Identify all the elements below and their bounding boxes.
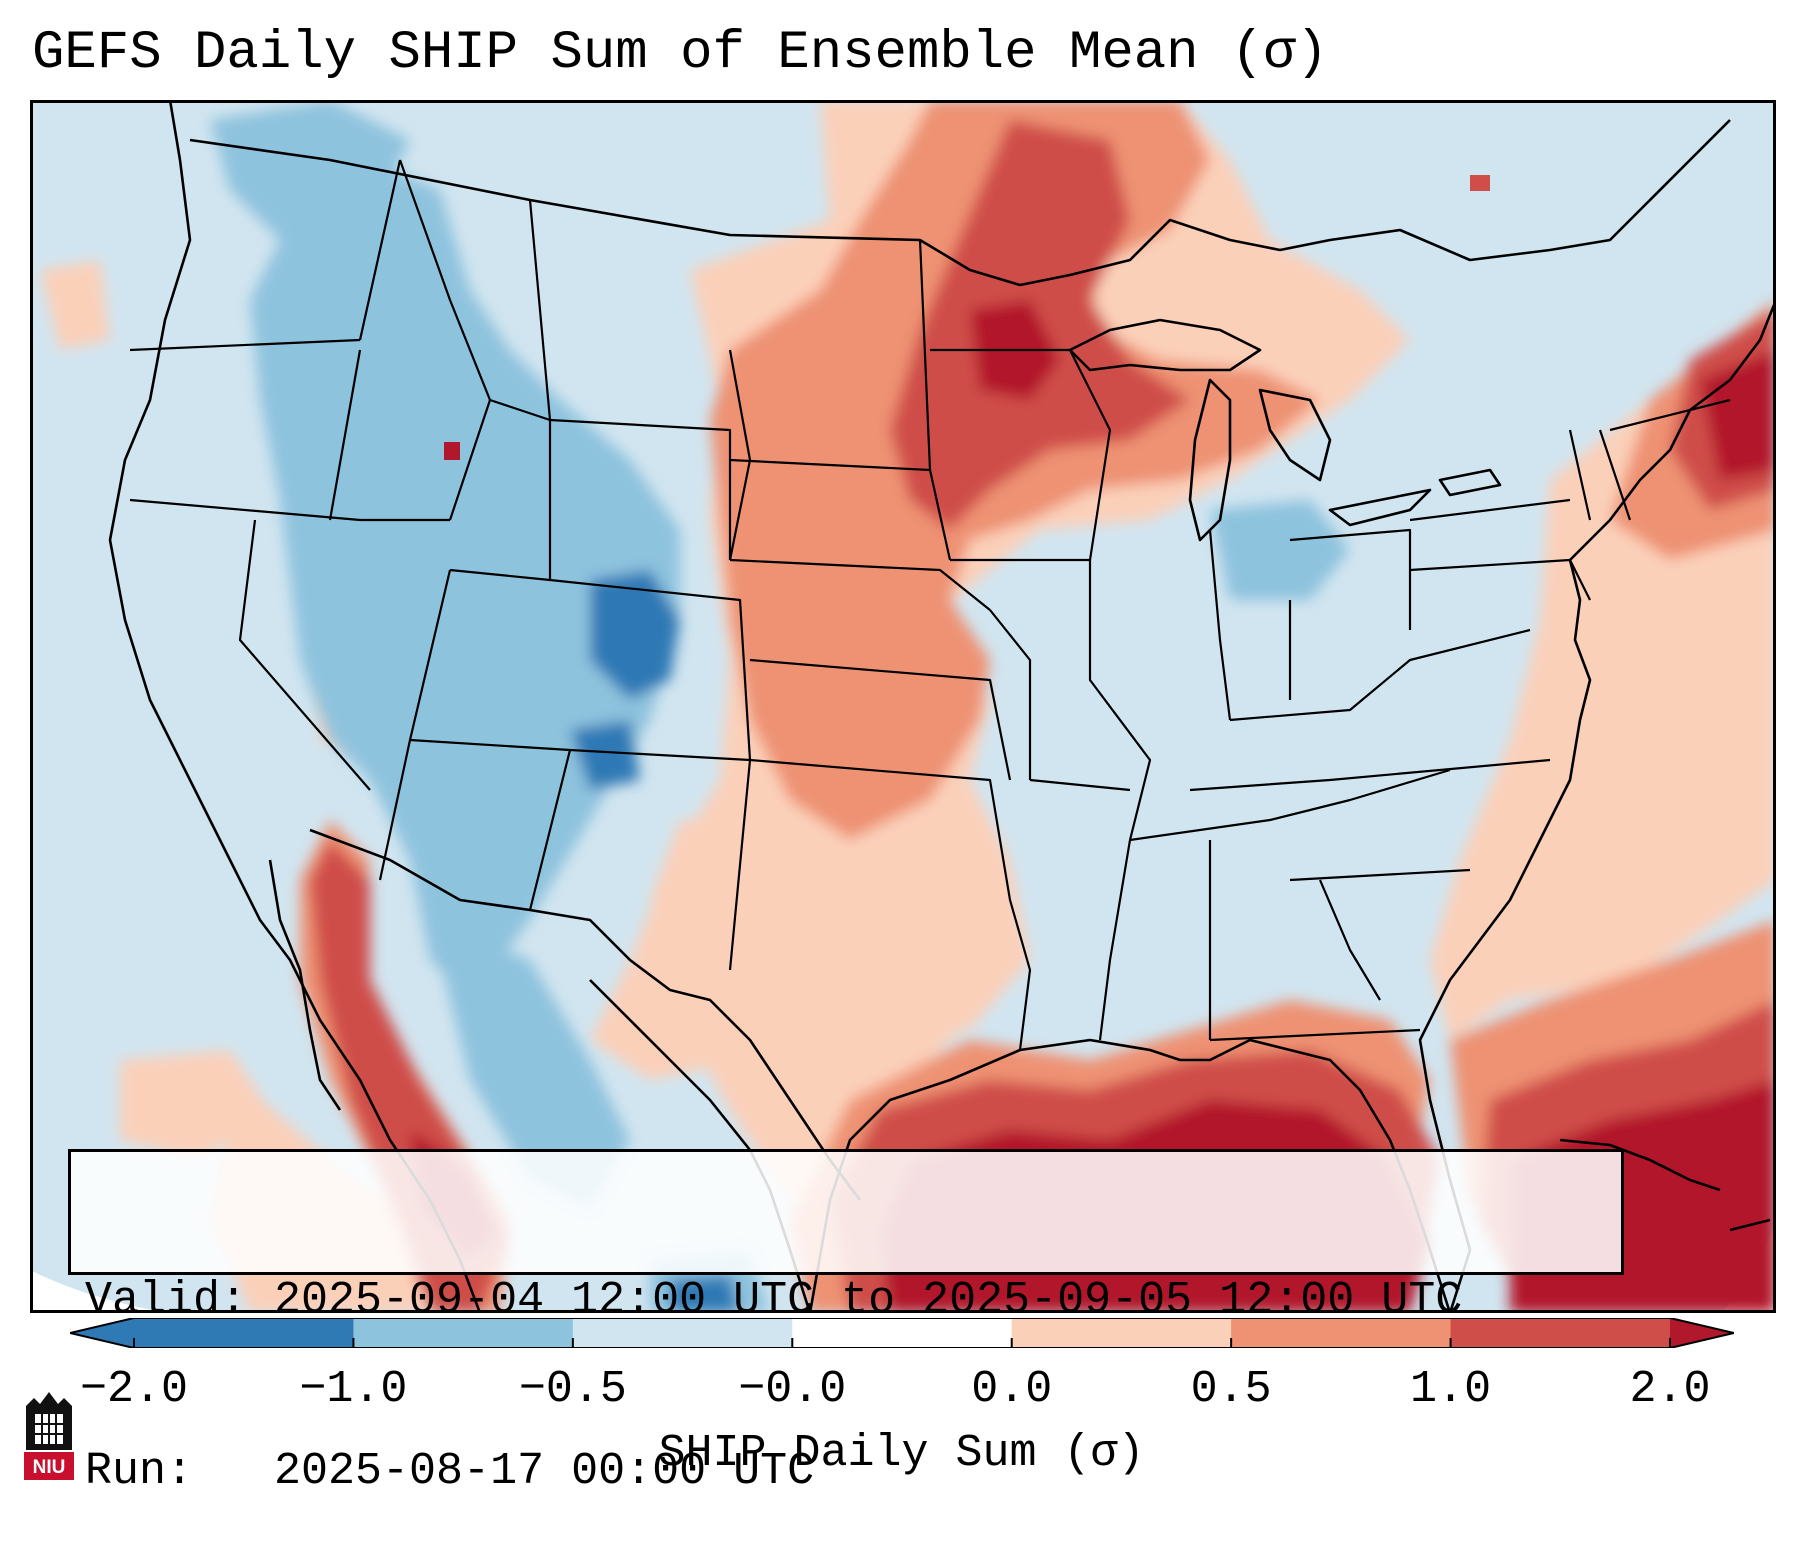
niu-logo-icon: NIU xyxy=(24,1392,74,1480)
field-strong-negative-colorado-2 xyxy=(570,720,640,790)
colorbar-segment xyxy=(792,1318,1013,1348)
field-moderate-negative-sw xyxy=(430,920,630,1210)
colorbar-tick-label: −2.0 xyxy=(79,1364,189,1415)
island-cuba xyxy=(1559,1138,1721,1192)
valid-run-info-box: Valid: 2025-09-04 12:00 UTC to 2025-09-0… xyxy=(68,1149,1624,1497)
anomaly-pixel-utah xyxy=(444,442,460,460)
domain-edge-left xyxy=(30,1270,170,1313)
colorbar-segment xyxy=(1231,1318,1452,1348)
lake-huron xyxy=(1258,388,1332,482)
coastline-pacific xyxy=(108,100,482,1313)
boundaries xyxy=(108,100,1776,1313)
coastline-texas-gulf xyxy=(808,1038,1452,1313)
border-mexico xyxy=(309,828,862,1201)
field-moderate-negative-nw xyxy=(210,100,410,240)
colorbar-extend-low xyxy=(70,1318,134,1348)
lake-superior xyxy=(1068,318,1262,372)
map-panel xyxy=(30,100,1776,1313)
colorbar-tick-label: −1.0 xyxy=(299,1364,408,1415)
colorbar-tick-label: 1.0 xyxy=(1410,1364,1492,1415)
field-strong-negative-colorado xyxy=(590,570,680,700)
field-light-positive-mexico xyxy=(120,1050,270,1160)
niu-logo-text: NIU xyxy=(33,1457,66,1478)
colorbar-segment xyxy=(572,1318,793,1348)
field-extreme-positive-ne xyxy=(1700,350,1776,480)
colorbar-segment xyxy=(1450,1318,1671,1348)
lake-ontario xyxy=(1438,468,1502,497)
border-canada xyxy=(189,119,1731,287)
run-time-text: Run: 2025-08-17 00:00 UTC xyxy=(85,1446,815,1497)
field-strong-negative-mexico xyxy=(670,1275,740,1313)
colorbar xyxy=(69,1317,1735,1349)
lake-erie xyxy=(1328,488,1432,527)
colorbar-tick-label: −0.0 xyxy=(738,1364,847,1415)
anomaly-map xyxy=(30,100,1776,1313)
colorbar-segment xyxy=(353,1318,574,1348)
colorbar-tick-label: 2.0 xyxy=(1629,1364,1711,1415)
field-light-positive-texas xyxy=(650,820,1010,1200)
island-hispaniola xyxy=(1729,1218,1771,1232)
coastline-atlantic xyxy=(1418,299,1776,1313)
chart-title: GEFS Daily SHIP Sum of Ensemble Mean (σ) xyxy=(32,23,1329,84)
colorbar-tick-label: −0.5 xyxy=(518,1364,627,1415)
field-moderate-negative-lakes xyxy=(1210,500,1350,600)
colorbar-tick-label: 0.0 xyxy=(971,1364,1053,1415)
state-lines xyxy=(129,159,1731,1051)
colorbar-label: SHIP Daily Sum (σ) xyxy=(658,1428,1145,1479)
colorbar-segment xyxy=(134,1318,354,1348)
niu-logo: NIU xyxy=(20,1388,78,1484)
colorbar-tick-label: 0.5 xyxy=(1190,1364,1272,1415)
anomaly-pixel-ontario xyxy=(1470,175,1490,191)
colorbar-svg xyxy=(69,1317,1735,1349)
colorbar-segment xyxy=(1011,1318,1232,1348)
coastline-baja xyxy=(268,859,342,1111)
field-light-positive-pacific xyxy=(40,260,110,350)
map-border xyxy=(30,100,1776,1313)
colorbar-extend-high xyxy=(1670,1318,1734,1348)
